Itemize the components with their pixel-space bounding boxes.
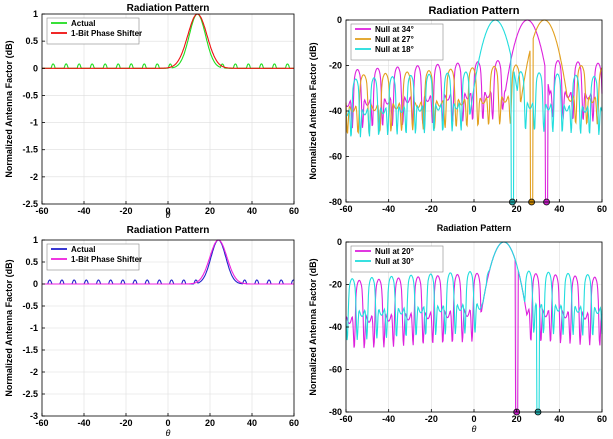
- y-tick-label: 0: [33, 63, 38, 73]
- y-tick-label: -2.5: [22, 199, 38, 209]
- y-tick-label: -1.5: [22, 345, 38, 355]
- y-tick-label: 1: [33, 235, 38, 245]
- x-tick-label: 60: [597, 204, 607, 214]
- chart-title: Radiation Pattern: [437, 223, 512, 233]
- legend-box: [350, 23, 444, 61]
- legend-label: Null at 20°: [375, 247, 414, 256]
- x-tick-label: 0: [165, 206, 170, 216]
- y-axis-label: Normalized Antenna Factor (dB): [308, 42, 318, 179]
- x-axis-label: θ: [472, 424, 477, 434]
- legend-label: Actual: [71, 245, 95, 254]
- x-tick-label: 60: [289, 418, 299, 428]
- y-tick-label: 0.5: [25, 257, 38, 267]
- legend-label: 1-Bit Phase Shifter: [71, 255, 142, 264]
- x-tick-label: -40: [77, 206, 90, 216]
- x-tick-label: 20: [205, 206, 215, 216]
- legend-label: Null at 30°: [375, 257, 414, 266]
- x-tick-label: -40: [382, 414, 395, 424]
- chart-title: Radiation Pattern: [428, 5, 519, 17]
- x-tick-label: 20: [512, 204, 522, 214]
- y-tick-label: -20: [329, 61, 342, 71]
- x-tick-label: 40: [247, 206, 257, 216]
- x-tick-label: -20: [425, 204, 438, 214]
- y-tick-label: -0.5: [22, 90, 38, 100]
- x-tick-label: 0: [471, 204, 476, 214]
- y-tick-label: 0: [33, 279, 38, 289]
- x-axis-label: θ: [166, 428, 171, 438]
- y-tick-label: -60: [329, 365, 342, 375]
- x-tick-label: 40: [554, 414, 564, 424]
- x-tick-label: -20: [425, 414, 438, 424]
- x-tick-label: 0: [471, 414, 476, 424]
- y-tick-label: 0: [337, 237, 342, 247]
- chart-panel-bottom-right: -60 -40 -20 0 20 40 60 -80 -60 -40 -20 0 Radiation P…: [306, 220, 613, 439]
- x-tick-label: -20: [119, 418, 132, 428]
- series-line-2: [42, 239, 294, 285]
- legend-label: Actual: [71, 19, 95, 28]
- y-tick-label: -40: [329, 322, 342, 332]
- x-axis-label: θ: [166, 210, 171, 220]
- series-line-3: [345, 19, 603, 203]
- y-tick-label: -60: [329, 152, 342, 162]
- x-tick-label: -40: [77, 418, 90, 428]
- y-tick-label: 0: [337, 15, 342, 25]
- x-tick-label: 40: [554, 204, 564, 214]
- x-tick-label: -60: [339, 204, 352, 214]
- x-tick-label: -20: [119, 206, 132, 216]
- y-tick-label: -1.5: [22, 145, 38, 155]
- x-tick-label: 20: [512, 414, 522, 424]
- x-tick-label: 20: [205, 418, 215, 428]
- y-tick-label: -20: [329, 280, 342, 290]
- legend-label: Null at 18°: [375, 45, 414, 54]
- y-tick-label: -40: [329, 106, 342, 116]
- y-tick-label: -80: [329, 197, 342, 207]
- x-tick-label: -40: [382, 204, 395, 214]
- y-tick-label: -1: [30, 323, 38, 333]
- x-tick-label: -60: [35, 206, 48, 216]
- legend-label: Null at 27°: [375, 35, 414, 44]
- y-tick-label: -3: [30, 411, 38, 421]
- y-axis-label: Normalized Antenna Factor (dB): [4, 40, 14, 177]
- y-tick-label: 1: [33, 9, 38, 19]
- y-axis-label: Normalized Antenna Factor (dB): [4, 259, 14, 396]
- y-tick-label: -1: [30, 118, 38, 128]
- y-tick-label: -2: [30, 367, 38, 377]
- y-tick-label: -2.5: [22, 389, 38, 399]
- legend-label: 1-Bit Phase Shifter: [71, 29, 142, 38]
- x-tick-label: -60: [35, 418, 48, 428]
- x-tick-label: 0: [165, 418, 170, 428]
- series-line-2: [42, 13, 294, 69]
- chart-svg: -60 -40 -20 0 20 40 60 -3 -2.5 -2 -1.5 -1 -0.5 0 0.5 1 R…: [4, 225, 299, 438]
- x-tick-label: 60: [597, 414, 607, 424]
- chart-panel-top-left: -60 -40 -20 0 20 40 60 -2.5 -2 -1.5 -1 -0.5 0 0.5 1 Rad…: [0, 0, 306, 220]
- chart-title: Radiation Pattern: [127, 225, 210, 236]
- y-axis-label: Normalized Antenna Factor (dB): [308, 258, 318, 395]
- chart-panel-top-right: -60 -40 -20 0 20 40 60 -80 -60 -40 -20 0 Radiation P…: [306, 0, 613, 220]
- y-tick-label: -2: [30, 172, 38, 182]
- x-tick-label: 60: [289, 206, 299, 216]
- x-tick-label: -60: [339, 414, 352, 424]
- chart-panel-bottom-left: -60 -40 -20 0 20 40 60 -3 -2.5 -2 -1.5 -1 -0.5 0 0.5 1 R…: [0, 220, 306, 439]
- y-tick-label: -80: [329, 407, 342, 417]
- x-tick-label: 40: [247, 418, 257, 428]
- y-tick-label: -0.5: [22, 301, 38, 311]
- series-line-2: [345, 19, 603, 203]
- y-tick-label: 0.5: [25, 36, 38, 46]
- series-line-2: [345, 241, 603, 413]
- legend-label: Null at 34°: [375, 25, 414, 34]
- chart-svg: -60 -40 -20 0 20 40 60 -2.5 -2 -1.5 -1 -0.5 0 0.5 1 Rad…: [4, 3, 299, 220]
- chart-title: Radiation Pattern: [127, 3, 210, 14]
